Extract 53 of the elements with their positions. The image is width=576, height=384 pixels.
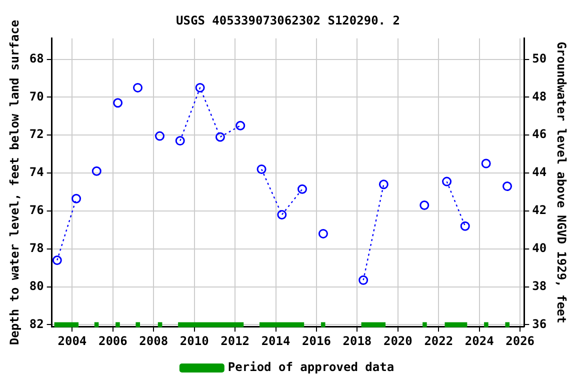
- x-tick-label: 2024: [464, 334, 494, 348]
- y2-axis-title: Groundwater level above NGVD 1929, feet: [554, 42, 569, 324]
- point: [298, 184, 307, 194]
- point: [502, 182, 512, 192]
- x-tick-label: 2018: [342, 334, 372, 348]
- y-tick-label: 74: [29, 165, 44, 180]
- y2-tick-label: 36: [532, 316, 547, 331]
- y-tick-label: 68: [29, 51, 44, 66]
- chart-title: USGS 405339073062302 S120290. 2: [176, 13, 400, 28]
- y-tick-label: 82: [29, 316, 44, 331]
- x-tick-label: 2026: [506, 334, 535, 348]
- y-tick-label: 70: [29, 89, 44, 104]
- x-tick-label: 2010: [180, 334, 209, 348]
- point: [92, 166, 102, 176]
- x-tick-label: 2016: [302, 334, 331, 348]
- y-tick-label: 80: [29, 278, 44, 293]
- point: [277, 210, 287, 220]
- y2-tick-label: 38: [532, 278, 547, 293]
- x-tick-label: 2012: [220, 334, 250, 348]
- x-tick-label: 2022: [424, 334, 454, 348]
- y2-tick-label: 40: [532, 240, 547, 255]
- point: [256, 164, 266, 174]
- y2-tick-label: 46: [532, 127, 547, 142]
- y-tick-label: 78: [29, 240, 44, 255]
- point: [72, 194, 82, 204]
- legend-label: Period of approved data: [228, 360, 394, 374]
- y-tick-label: 72: [29, 127, 44, 142]
- x-tick-label: 2020: [383, 334, 412, 348]
- point: [442, 176, 452, 186]
- point: [215, 132, 225, 142]
- point: [460, 221, 470, 231]
- point: [481, 158, 491, 168]
- point: [378, 180, 388, 190]
- point: [358, 275, 368, 285]
- point: [113, 98, 123, 108]
- point: [52, 255, 62, 265]
- point: [420, 200, 430, 210]
- x-tick-label: 2014: [261, 334, 290, 348]
- y2-tick-label: 48: [532, 89, 547, 104]
- point: [195, 82, 205, 92]
- y-axis-title: Depth to water level, feet below land surface: [7, 20, 22, 346]
- point: [154, 131, 164, 141]
- x-tick-label: 2006: [98, 334, 128, 348]
- y2-tick-label: 44: [532, 165, 547, 180]
- y-tick-label: 76: [29, 203, 44, 218]
- x-tick-label: 2008: [139, 334, 168, 348]
- y2-tick-label: 50: [532, 51, 547, 66]
- point: [175, 136, 185, 146]
- point: [133, 82, 143, 92]
- point: [318, 228, 328, 238]
- point: [236, 120, 246, 130]
- x-tick-label: 2004: [58, 334, 87, 348]
- y2-tick-label: 42: [532, 203, 547, 218]
